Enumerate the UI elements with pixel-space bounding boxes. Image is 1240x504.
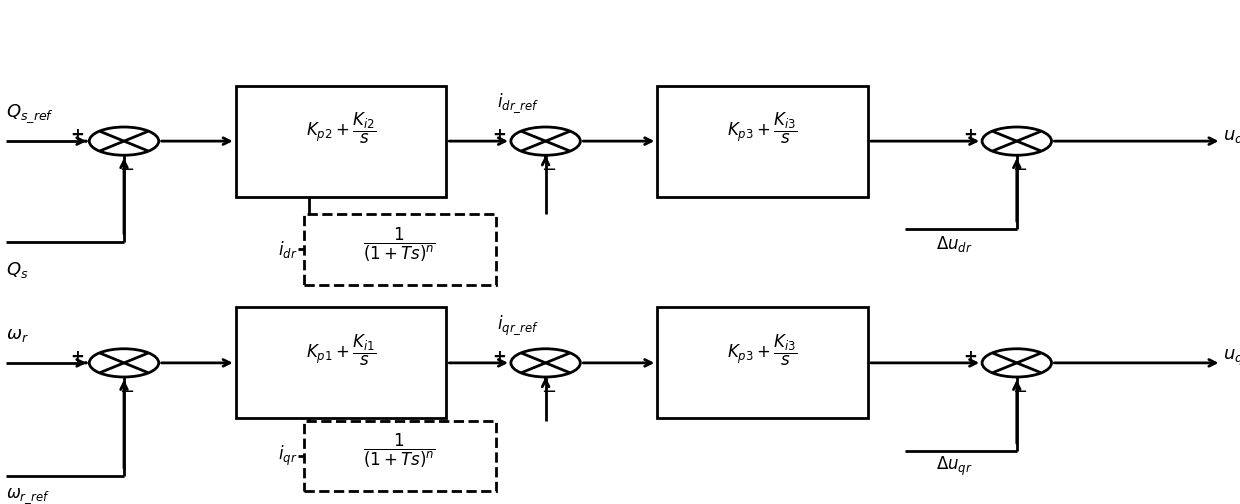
Text: $K_{p1}+\dfrac{K_{i1}}{s}$: $K_{p1}+\dfrac{K_{i1}}{s}$ bbox=[306, 333, 376, 368]
Text: $u_{qr}$: $u_{qr}$ bbox=[1223, 348, 1240, 368]
Text: $i_{dr\_ref}$: $i_{dr\_ref}$ bbox=[497, 92, 539, 115]
Text: $\Delta u_{dr}$: $\Delta u_{dr}$ bbox=[936, 234, 973, 255]
Text: $-$: $-$ bbox=[541, 381, 556, 399]
Text: $i_{qr}$: $i_{qr}$ bbox=[278, 444, 298, 468]
Text: +: + bbox=[963, 126, 977, 144]
Text: $\dfrac{1}{(1+Ts)^n}$: $\dfrac{1}{(1+Ts)^n}$ bbox=[363, 225, 436, 264]
Text: $Q_{s\_ref}$: $Q_{s\_ref}$ bbox=[6, 102, 55, 124]
Text: $-$: $-$ bbox=[541, 159, 556, 177]
Text: +: + bbox=[71, 126, 84, 144]
Text: $-$: $-$ bbox=[119, 159, 134, 177]
Text: +: + bbox=[963, 348, 977, 365]
Bar bbox=[236, 86, 446, 197]
Text: $K_{p3}+\dfrac{K_{i3}}{s}$: $K_{p3}+\dfrac{K_{i3}}{s}$ bbox=[728, 333, 797, 368]
Bar bbox=[657, 86, 868, 197]
Bar bbox=[304, 421, 496, 491]
Text: +: + bbox=[492, 348, 506, 365]
Text: $\omega_{r\_ref}$: $\omega_{r\_ref}$ bbox=[6, 487, 51, 504]
Text: $-$: $-$ bbox=[119, 381, 134, 399]
Text: $i_{qr\_ref}$: $i_{qr\_ref}$ bbox=[497, 313, 539, 337]
Text: $K_{p2}+\dfrac{K_{i2}}{s}$: $K_{p2}+\dfrac{K_{i2}}{s}$ bbox=[306, 111, 376, 146]
Text: +: + bbox=[71, 348, 84, 365]
Bar bbox=[657, 307, 868, 418]
Text: $\Delta u_{qr}$: $\Delta u_{qr}$ bbox=[936, 455, 973, 478]
Text: $-$: $-$ bbox=[1012, 159, 1027, 177]
Text: $K_{p3}+\dfrac{K_{i3}}{s}$: $K_{p3}+\dfrac{K_{i3}}{s}$ bbox=[728, 111, 797, 146]
Text: $\omega_r$: $\omega_r$ bbox=[6, 326, 29, 344]
Text: $i_{dr}$: $i_{dr}$ bbox=[278, 239, 298, 260]
Text: $Q_s$: $Q_s$ bbox=[6, 260, 29, 280]
Text: +: + bbox=[492, 126, 506, 144]
Text: $-$: $-$ bbox=[1012, 381, 1027, 399]
Bar bbox=[236, 307, 446, 418]
Text: $u_{dr}$: $u_{dr}$ bbox=[1223, 127, 1240, 145]
Text: $\dfrac{1}{(1+Ts)^n}$: $\dfrac{1}{(1+Ts)^n}$ bbox=[363, 432, 436, 470]
Bar bbox=[304, 214, 496, 285]
